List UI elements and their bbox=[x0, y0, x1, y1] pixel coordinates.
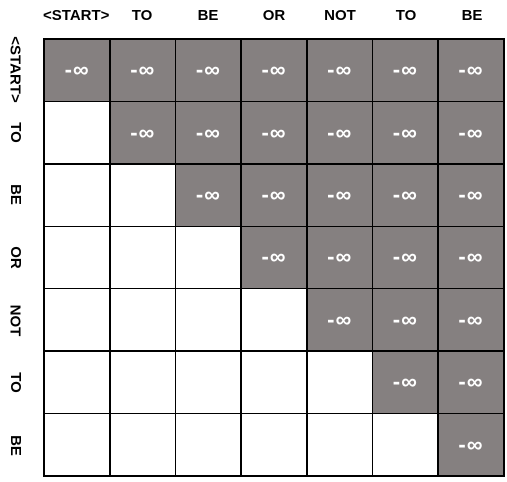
unmasked-cell bbox=[176, 414, 241, 475]
masked-cell: -∞ bbox=[176, 102, 241, 164]
masked-cell: -∞ bbox=[307, 289, 372, 351]
column-label: TO bbox=[395, 7, 417, 24]
masked-cell: -∞ bbox=[241, 40, 307, 101]
unmasked-cell bbox=[110, 414, 175, 475]
unmasked-cell bbox=[307, 351, 372, 413]
unmasked-cell bbox=[45, 289, 110, 351]
unmasked-cell bbox=[45, 414, 110, 475]
unmasked-cell bbox=[110, 351, 175, 413]
row-label-text: <START> bbox=[6, 36, 24, 103]
masked-cell: -∞ bbox=[241, 102, 307, 164]
unmasked-cell bbox=[241, 414, 307, 475]
row-label-text: BE bbox=[6, 435, 24, 457]
unmasked-cell bbox=[176, 289, 241, 351]
unmasked-cell bbox=[110, 164, 175, 226]
masked-cell: -∞ bbox=[176, 40, 241, 101]
unmasked-cell bbox=[110, 227, 175, 288]
masked-cell: -∞ bbox=[438, 351, 503, 413]
masked-cell: -∞ bbox=[373, 164, 438, 226]
mask-matrix: -∞ -∞ -∞ -∞ -∞ -∞ -∞ -∞ -∞ -∞ -∞ -∞ -∞ -∞ -∞ -∞ -∞ -∞ -∞ -∞… bbox=[43, 38, 505, 477]
masked-cell: -∞ bbox=[373, 227, 438, 288]
masked-cell: -∞ bbox=[438, 164, 503, 226]
masked-cell: -∞ bbox=[373, 351, 438, 413]
masked-cell: -∞ bbox=[438, 289, 503, 351]
row-label: NOT bbox=[0, 289, 30, 352]
column-label: OR bbox=[262, 7, 286, 24]
masked-cell: -∞ bbox=[307, 164, 372, 226]
unmasked-cell bbox=[176, 351, 241, 413]
column-label: NOT bbox=[324, 7, 356, 24]
row-label-text: OR bbox=[6, 246, 24, 269]
masked-cell: -∞ bbox=[110, 40, 175, 101]
row-label: BE bbox=[0, 163, 30, 226]
unmasked-cell bbox=[307, 414, 372, 475]
row-label-text: NOT bbox=[6, 304, 24, 337]
column-label: BE bbox=[461, 7, 483, 24]
row-label: OR bbox=[0, 226, 30, 289]
masked-cell: -∞ bbox=[45, 40, 110, 101]
masked-cell: -∞ bbox=[307, 227, 372, 288]
row-label-text: BE bbox=[6, 184, 24, 206]
row-label-text: TO bbox=[6, 121, 24, 143]
unmasked-cell bbox=[241, 289, 307, 351]
unmasked-cell bbox=[45, 227, 110, 288]
unmasked-cell bbox=[45, 102, 110, 164]
unmasked-cell bbox=[373, 414, 438, 475]
masked-cell: -∞ bbox=[110, 102, 175, 164]
unmasked-cell bbox=[110, 289, 175, 351]
unmasked-cell bbox=[176, 227, 241, 288]
masked-cell: -∞ bbox=[438, 102, 503, 164]
masked-cell: -∞ bbox=[307, 102, 372, 164]
masked-cell: -∞ bbox=[438, 227, 503, 288]
row-label: TO bbox=[0, 352, 30, 415]
row-label: BE bbox=[0, 414, 30, 477]
masked-cell: -∞ bbox=[373, 102, 438, 164]
masked-cell: -∞ bbox=[438, 40, 503, 101]
row-label: TO bbox=[0, 101, 30, 164]
row-label: <START> bbox=[0, 36, 30, 103]
masked-cell: -∞ bbox=[241, 227, 307, 288]
masked-cell: -∞ bbox=[241, 164, 307, 226]
unmasked-cell bbox=[45, 351, 110, 413]
unmasked-cell bbox=[45, 164, 110, 226]
row-label-text: TO bbox=[6, 372, 24, 394]
masked-cell: -∞ bbox=[373, 289, 438, 351]
column-label: <START> bbox=[43, 7, 110, 24]
masked-cell: -∞ bbox=[438, 414, 503, 475]
masked-cell: -∞ bbox=[307, 40, 372, 101]
column-label: BE bbox=[197, 7, 219, 24]
column-label: TO bbox=[131, 7, 153, 24]
masked-cell: -∞ bbox=[176, 164, 241, 226]
masked-cell: -∞ bbox=[373, 40, 438, 101]
unmasked-cell bbox=[241, 351, 307, 413]
